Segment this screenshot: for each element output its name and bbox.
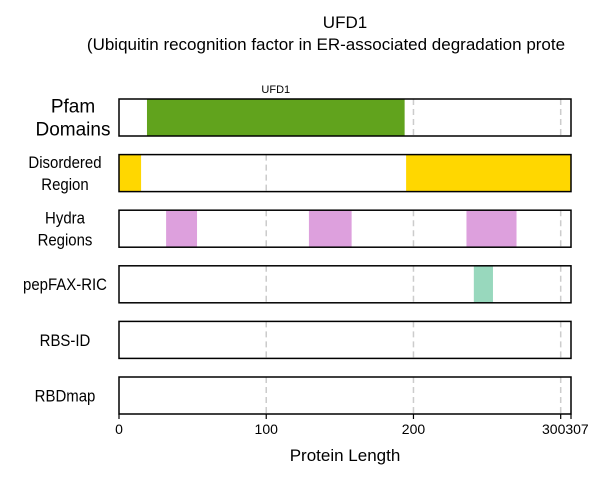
chart-subtitle: (Ubiquitin recognition factor in ER-asso…: [87, 35, 565, 54]
gridlines: [265, 99, 562, 414]
row-label: Hydra Regions: [38, 210, 93, 250]
track-frame: [118, 209, 572, 248]
track-row: pepFAX-RIC: [23, 265, 572, 304]
track-frame: [118, 98, 572, 137]
track-segment: [166, 210, 198, 248]
track-row: Disordered Region: [28, 153, 572, 194]
x-axis-label: Protein Length: [290, 446, 401, 465]
x-tick-label: 300: [542, 421, 566, 437]
track-row: Hydra Regions: [38, 209, 572, 250]
track-frame: [118, 265, 572, 304]
track-segment: [473, 265, 493, 303]
track-segment: [406, 154, 571, 192]
row-label: Pfam Domains: [36, 97, 111, 141]
row-label: pepFAX-RIC: [23, 276, 107, 294]
track-segment: [119, 154, 142, 192]
track-segment: [146, 99, 405, 136]
track-row: UFD1 Pfam Domains: [36, 84, 572, 141]
x-tick-label: 200: [402, 421, 426, 437]
x-axis: 0 100 200 300 307: [115, 414, 589, 437]
track-segment: [466, 210, 517, 248]
track-row: RBDmap: [35, 376, 572, 415]
x-tick-label: 307: [565, 421, 589, 437]
track-segment: [308, 210, 352, 248]
chart-title: UFD1: [323, 13, 367, 32]
track-frame: [118, 320, 572, 360]
x-tick-label: 0: [115, 421, 123, 437]
row-label: RBDmap: [35, 388, 96, 406]
row-label: RBS-ID: [40, 332, 91, 350]
x-tick-label: 100: [255, 421, 279, 437]
track-rows: UFD1 Pfam Domains Disordered Region Hydra Regi…: [23, 84, 572, 415]
track-row: RBS-ID: [40, 320, 572, 360]
track-frame: [118, 376, 572, 415]
track-frame: [118, 153, 572, 193]
segment-label: UFD1: [261, 84, 290, 96]
row-label: Disordered Region: [28, 154, 101, 194]
